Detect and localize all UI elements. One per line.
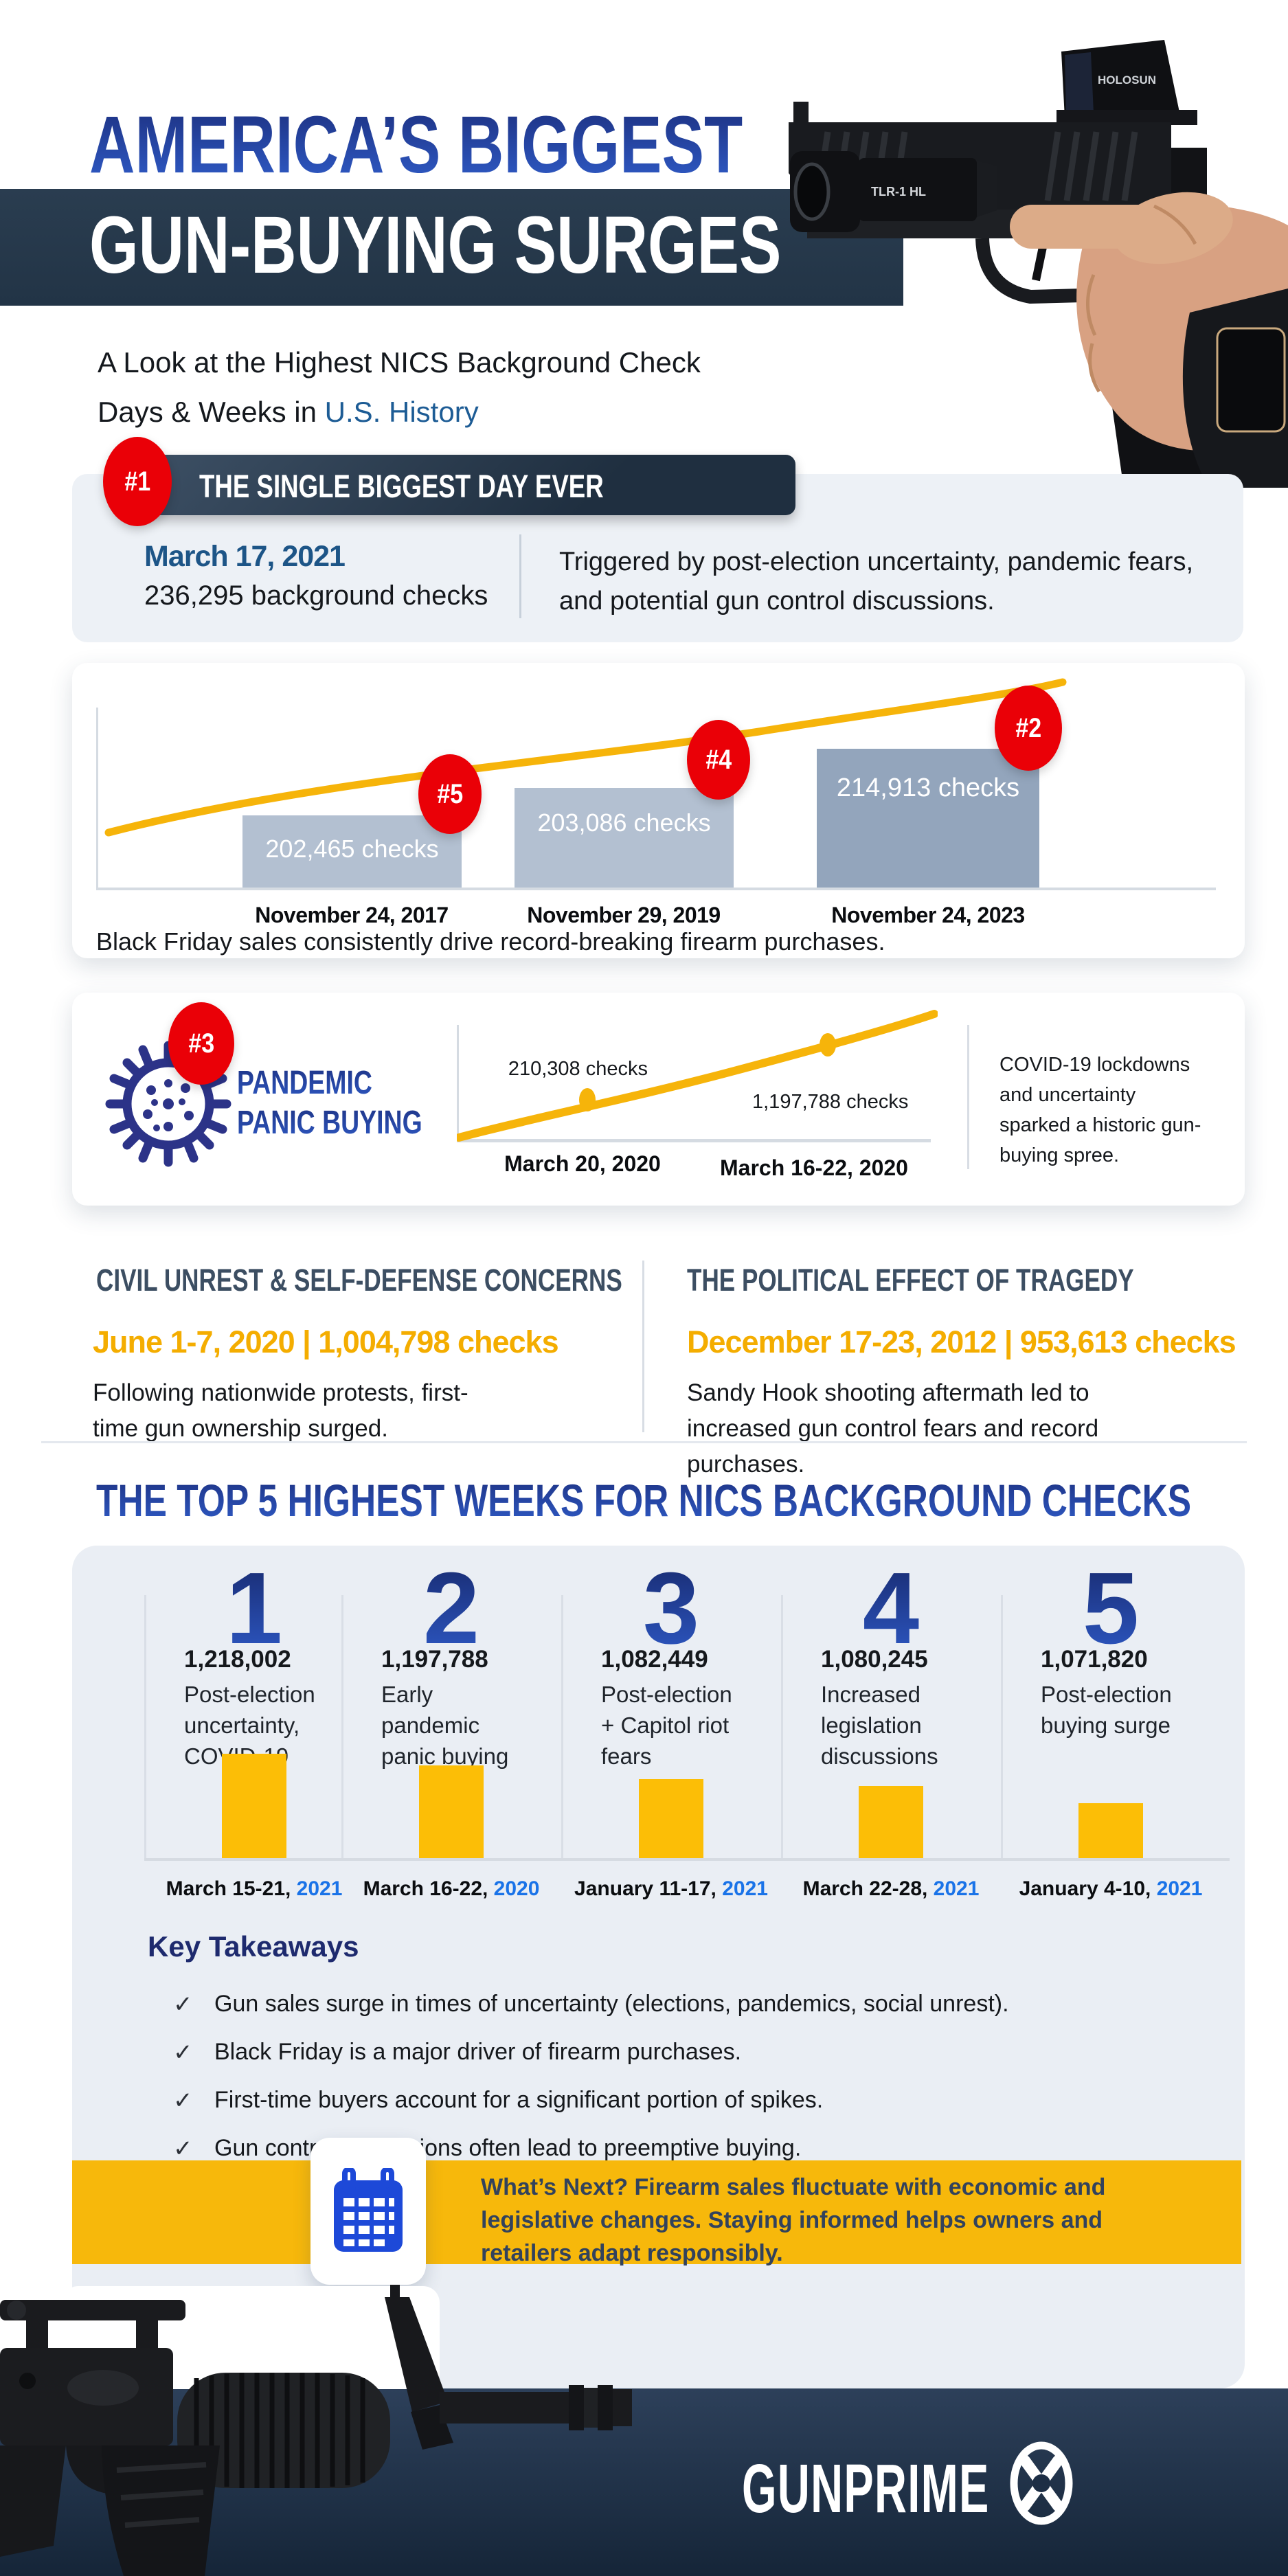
pandemic-point1-date: March 20, 2020 [504, 1151, 661, 1176]
key-takeaways-title: Key Takeaways [148, 1930, 359, 1963]
bar-date-2019: November 29, 2019 [527, 903, 721, 927]
pandemic-divider [967, 1025, 969, 1169]
page-title-line2: GUN-BUYING SURGES [89, 200, 782, 291]
top5-bar-1 [222, 1754, 286, 1858]
rank-3-badge: #3 [168, 1002, 234, 1085]
top5-date-5: January 4-10, 2021 [1019, 1877, 1203, 1900]
gunprime-x-icon [1010, 2441, 1073, 2525]
bar-2017: 202,465 checks [242, 815, 462, 888]
rank-number-1: 1 [225, 1552, 283, 1665]
pandemic-point1-label: 210,308 checks [508, 1058, 648, 1080]
civil-unrest-heading: CIVIL UNREST & SELF-DEFENSE CONCERNS [96, 1263, 622, 1298]
page-subtitle: A Look at the Highest NICS Background Ch… [98, 338, 701, 437]
top5-baseline [144, 1858, 1230, 1861]
bar-date-2017: November 24, 2017 [255, 903, 449, 927]
top5-bar-3 [639, 1779, 703, 1858]
y-axis [96, 708, 98, 888]
bar-2023: 214,913 checks [817, 749, 1039, 888]
subtitle-highlight: U.S. History [324, 396, 479, 428]
pistol-photo-illustration: HOLOSUN TLR-1 HL [789, 0, 1288, 488]
checkmark-icon: ✓ [173, 2088, 193, 2114]
rank-number-3: 3 [642, 1552, 700, 1665]
top5-divider [144, 1595, 146, 1859]
biggest-day-date: March 17, 2021 [144, 540, 346, 573]
checkmark-icon: ✓ [173, 1991, 193, 2018]
pandemic-line [457, 1010, 938, 1142]
optic-brand-label: HOLOSUN [1098, 74, 1156, 87]
rank-number-5: 5 [1082, 1552, 1140, 1665]
top5-divider [781, 1595, 783, 1859]
top5-date-2: March 16-22, 2020 [363, 1877, 540, 1900]
biggest-day-stat: 236,295 background checks [144, 580, 488, 611]
single-biggest-day-banner: THE SINGLE BIGGEST DAY EVER [122, 455, 795, 515]
top5-divider [561, 1595, 563, 1859]
top5-description-2: Early pandemic panic buying [381, 1682, 509, 1769]
pandemic-description: COVID-19 lockdowns and uncertainty spark… [999, 1054, 1201, 1166]
virus-icon [105, 1041, 231, 1167]
brand-logo-text: GUNPRIME [742, 2450, 990, 2527]
civil-unrest-description: Following nationwide protests, first-tim… [93, 1379, 468, 1442]
top5-title: THE TOP 5 HIGHEST WEEKS FOR NICS BACKGRO… [96, 1475, 1192, 1526]
tragedy-description: Sandy Hook shooting aftermath led to inc… [687, 1379, 1099, 1478]
top5-date-3: January 11-17, 2021 [574, 1877, 768, 1900]
pandemic-y-axis [457, 1025, 459, 1140]
top5-date-1: March 15-21, 2021 [166, 1877, 343, 1900]
pandemic-card [72, 993, 1245, 1206]
section-divider-vertical [642, 1261, 644, 1432]
subtitle-line1: A Look at the Highest NICS Background Ch… [98, 346, 701, 379]
top5-description-4: Increased legislation discussions [821, 1682, 938, 1769]
top5-value-4: 1,080,245 [821, 1646, 928, 1673]
subtitle-line2: Days & Weeks in U.S. History [98, 396, 479, 428]
card-divider [519, 534, 521, 618]
biggest-day-description: Triggered by post-election uncertainty, … [559, 547, 1194, 615]
rank-5-badge: #5 [418, 754, 482, 834]
top5-value-3: 1,082,449 [601, 1646, 708, 1673]
calendar-icon [334, 2168, 403, 2252]
top5-date-4: March 22-28, 2021 [802, 1877, 980, 1900]
pandemic-title: PANDEMIC PANIC BUYING [237, 1063, 475, 1143]
top5-description-3: Post-election + Capitol riot fears [601, 1682, 732, 1769]
top5-bar-2 [419, 1765, 484, 1858]
bar-2019: 203,086 checks [515, 788, 734, 888]
bar-date-2023: November 24, 2023 [831, 903, 1025, 927]
whats-next-band [72, 2160, 1241, 2264]
top5-value-5: 1,071,820 [1041, 1646, 1148, 1673]
rank-2-badge: #2 [995, 686, 1062, 771]
page-title-line1: AMERICA’S BIGGEST [89, 100, 743, 190]
civil-unrest-stat: June 1-7, 2020 | 1,004,798 checks [93, 1324, 559, 1359]
checkmark-icon: ✓ [173, 2040, 193, 2066]
calendar-icon-card [310, 2138, 426, 2285]
rank-number-4: 4 [862, 1552, 920, 1665]
light-model-label: TLR-1 HL [871, 185, 926, 199]
rank-4-badge: #4 [687, 720, 750, 800]
top5-bar-4 [859, 1786, 923, 1858]
tragedy-stat: December 17-23, 2012 | 953,613 checks [687, 1324, 1236, 1359]
black-friday-caption: Black Friday sales consistently drive re… [96, 927, 885, 956]
top5-value-2: 1,197,788 [381, 1646, 488, 1673]
rank-number-2: 2 [422, 1552, 480, 1665]
x-axis [96, 888, 1216, 890]
top5-description-5: Post-election buying surge [1041, 1682, 1172, 1738]
pandemic-x-axis [457, 1139, 931, 1142]
top5-value-1: 1,218,002 [184, 1646, 291, 1673]
pandemic-point2-date: March 16-22, 2020 [720, 1155, 908, 1180]
top5-divider [341, 1595, 343, 1859]
whats-next-text: What’s Next? Firearm sales fluctuate wit… [481, 2174, 1106, 2266]
rifle-illustration [0, 2285, 632, 2576]
top5-bar-5 [1078, 1803, 1143, 1858]
section-divider-horizontal [41, 1441, 1247, 1443]
pandemic-point2-label: 1,197,788 checks [752, 1091, 909, 1113]
top5-divider [1001, 1595, 1003, 1859]
checkmark-icon: ✓ [173, 2136, 193, 2162]
rank-1-badge: #1 [103, 437, 172, 526]
trend-line [104, 678, 1067, 837]
tragedy-heading: THE POLITICAL EFFECT OF TRAGEDY [687, 1263, 1134, 1298]
